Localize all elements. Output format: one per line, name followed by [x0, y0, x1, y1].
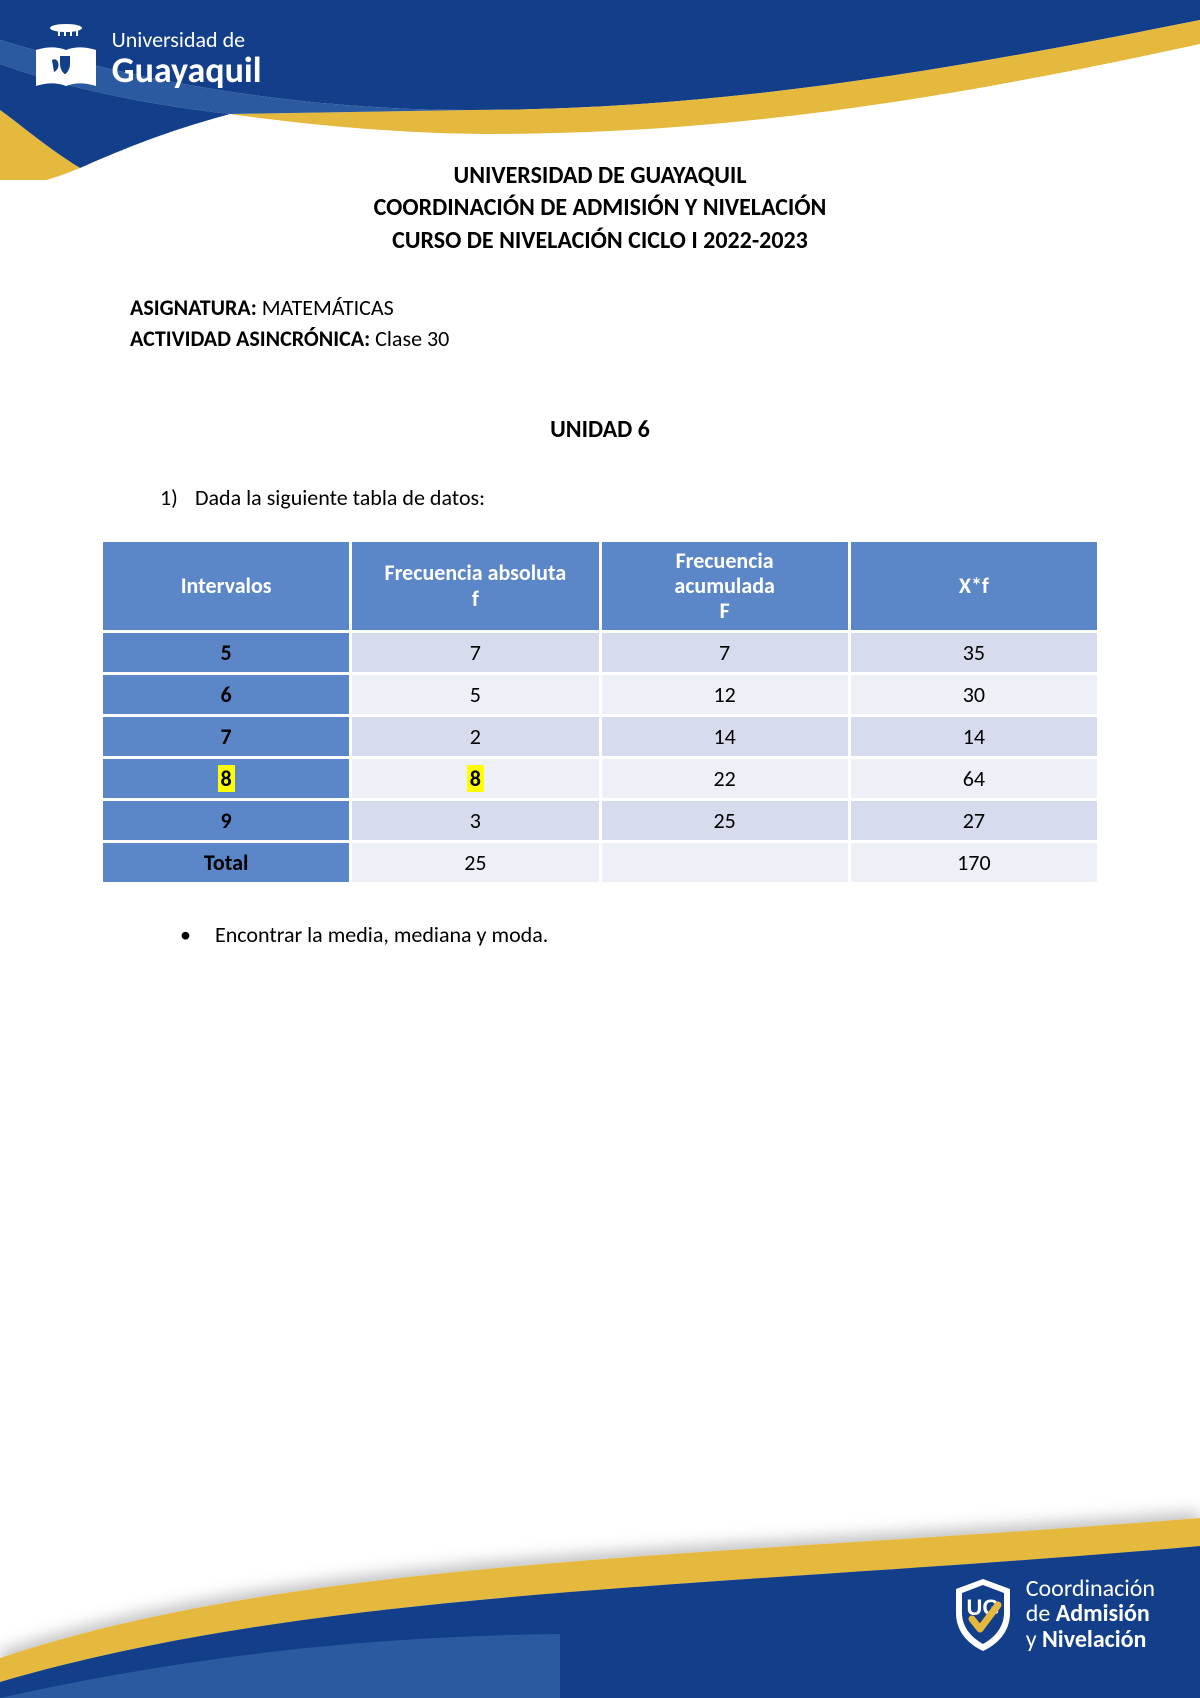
cell-xf: 64 [851, 759, 1097, 798]
cell-f: 7 [352, 633, 598, 672]
col-intervalos: Intervalos [103, 542, 349, 630]
shield-check-icon: UG [948, 1575, 1018, 1653]
cell-f: 3 [352, 801, 598, 840]
col-xf: X*f [851, 542, 1097, 630]
document-titles: UNIVERSIDAD DE GUAYAQUIL COORDINACIÓN DE… [100, 160, 1100, 257]
cell-total-xf: 170 [851, 843, 1097, 882]
cell-intervalo: 8 [103, 759, 349, 798]
table-row: 882264 [103, 759, 1097, 798]
table-row: 721414 [103, 717, 1097, 756]
asignatura-label: ASIGNATURA: [130, 294, 257, 321]
table-row: 932527 [103, 801, 1097, 840]
table-row: 651230 [103, 675, 1097, 714]
cell-F: 12 [602, 675, 848, 714]
unit-heading: UNIDAD 6 [100, 415, 1100, 444]
coordination-logo-text: Coordinación de Admisión y Nivelación [1026, 1576, 1155, 1652]
cell-intervalo: 7 [103, 717, 349, 756]
col-frecuencia-acumulada: Frecuencia acumulada F [602, 542, 848, 630]
col-frecuencia-absoluta: Frecuencia absoluta f [352, 542, 598, 630]
cell-total-label: Total [103, 843, 349, 882]
title-line1: UNIVERSIDAD DE GUAYAQUIL [100, 160, 1100, 192]
cell-f: 5 [352, 675, 598, 714]
question-number: 1) [160, 484, 190, 511]
bullet-dot-icon: • [180, 921, 210, 948]
cell-xf: 27 [851, 801, 1097, 840]
cell-f: 2 [352, 717, 598, 756]
actividad-label: ACTIVIDAD ASINCRÓNICA: [130, 325, 370, 352]
cell-intervalo: 6 [103, 675, 349, 714]
logo-line2: Guayaquil [112, 48, 262, 92]
page-footer: UG Coordinación de Admisión y Nivelación [0, 1458, 1200, 1698]
cell-F: 7 [602, 633, 848, 672]
cell-intervalo: 5 [103, 633, 349, 672]
university-logo-text: Universidad de Guayaquil [112, 28, 262, 90]
title-line2: COORDINACIÓN DE ADMISIÓN Y NIVELACIÓN [100, 192, 1100, 224]
actividad-value: Clase 30 [375, 325, 449, 352]
question-1: 1) Dada la siguiente tabla de datos: [100, 484, 1100, 511]
cell-total-F [602, 843, 848, 882]
document-meta: ASIGNATURA: MATEMÁTICAS ACTIVIDAD ASINCR… [100, 293, 1100, 355]
table-row: 57735 [103, 633, 1097, 672]
cell-intervalo: 9 [103, 801, 349, 840]
university-logo-top: Universidad de Guayaquil [30, 20, 262, 98]
book-shield-icon [30, 20, 102, 98]
page-content: UNIVERSIDAD DE GUAYAQUIL COORDINACIÓN DE… [0, 150, 1200, 948]
cell-xf: 14 [851, 717, 1097, 756]
cell-xf: 30 [851, 675, 1097, 714]
frequency-table: Intervalos Frecuencia absoluta f Frecuen… [100, 539, 1100, 885]
cell-f: 8 [352, 759, 598, 798]
table-body: 57735651230721414882264932527Total25170 [103, 633, 1097, 882]
cell-xf: 35 [851, 633, 1097, 672]
coordination-logo-bottom: UG Coordinación de Admisión y Nivelación [948, 1575, 1155, 1653]
cell-total-f: 25 [352, 843, 598, 882]
instruction-text: Encontrar la media, mediana y moda. [215, 921, 548, 948]
table-header-row: Intervalos Frecuencia absoluta f Frecuen… [103, 542, 1097, 630]
table-total-row: Total25 170 [103, 843, 1097, 882]
question-text: Dada la siguiente tabla de datos: [195, 484, 485, 511]
title-line3: CURSO DE NIVELACIÓN CICLO I 2022-2023 [100, 225, 1100, 257]
cell-F: 22 [602, 759, 848, 798]
cell-F: 14 [602, 717, 848, 756]
asignatura-value: MATEMÁTICAS [262, 294, 394, 321]
cell-F: 25 [602, 801, 848, 840]
instruction-bullet: • Encontrar la media, mediana y moda. [100, 921, 1100, 948]
